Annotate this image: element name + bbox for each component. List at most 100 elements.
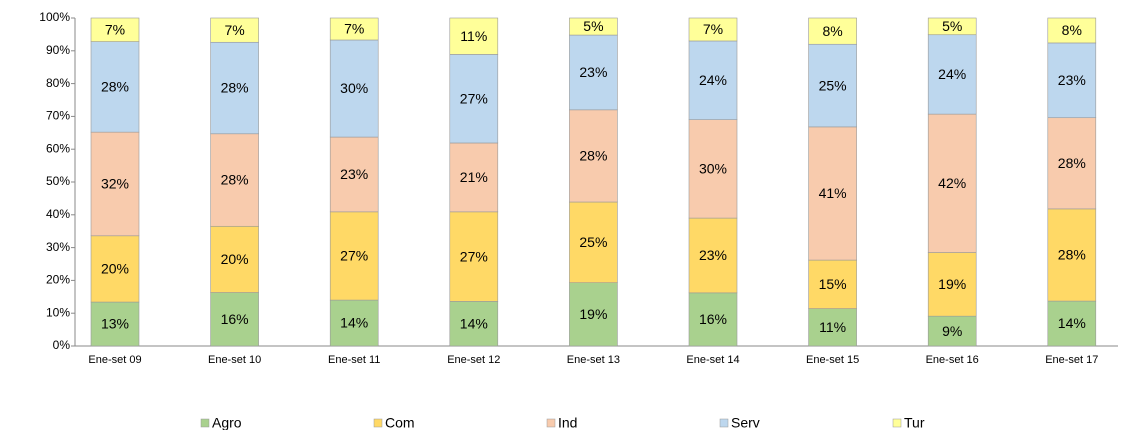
bar-segment [1047,17,1097,44]
legend-label: Serv [731,415,760,430]
bar-segment [688,217,738,294]
data-label: 8% [822,23,842,39]
data-label: 30% [340,80,368,96]
x-tick-label: Ene-set 14 [686,354,739,366]
y-tick-label: 90% [46,43,70,57]
data-label: 23% [1058,72,1086,88]
bar-segment [449,142,499,213]
data-label: 23% [579,64,607,80]
bar-segment [90,17,140,42]
data-label: 28% [101,79,129,95]
bar-segment [569,201,618,283]
data-label: 24% [699,72,727,88]
data-label: 27% [460,90,488,106]
data-label: 19% [938,276,966,292]
data-label: 8% [1062,22,1082,38]
y-tick-label: 70% [46,109,70,123]
data-label: 9% [942,323,962,339]
bar-segment [329,211,379,301]
data-label: 14% [1058,315,1086,331]
bar-segment [927,252,977,317]
data-label: 7% [703,21,723,37]
x-tick-label: Ene-set 17 [1045,354,1098,366]
bar-segment [688,292,738,347]
bar-segment [210,225,259,293]
bar-segment [90,131,140,237]
bar-segment [329,39,379,138]
bar-segment [1047,42,1097,119]
data-label: 14% [460,315,488,331]
data-label: 7% [105,22,125,38]
data-label: 15% [819,276,847,292]
bar-segment [808,259,857,309]
data-label: 28% [221,80,249,96]
x-tick-label: Ene-set 13 [567,354,620,366]
bar-segment [927,17,977,36]
legend-label: Tur [904,415,925,430]
data-label: 11% [460,28,487,44]
bar-segment [688,17,738,42]
data-label: 28% [221,172,249,188]
bar-segment [808,43,857,128]
data-label: 7% [344,21,364,37]
data-label: 28% [1058,155,1086,171]
bar-segment [1047,208,1097,302]
bar-segment [569,17,618,36]
y-tick-label: 100% [39,10,70,24]
x-tick-label: Ene-set 11 [328,354,380,366]
data-label: 25% [819,77,847,93]
data-label: 11% [819,319,846,335]
y-tick-label: 50% [46,174,70,188]
y-tick-label: 30% [46,240,70,254]
data-label: 20% [101,261,129,277]
x-tick-label: Ene-set 16 [926,354,979,366]
y-tick-label: 40% [46,207,70,221]
y-tick-label: 10% [46,305,70,319]
data-label: 5% [583,18,603,34]
y-tick-label: 80% [46,76,70,90]
data-label: 32% [101,176,129,192]
bar-segment [449,301,499,347]
y-tick-label: 60% [46,141,70,155]
data-label: 23% [699,247,727,263]
data-label: 16% [699,311,727,327]
data-label: 13% [101,316,129,332]
bar-segment [449,17,499,55]
bar-segment [808,126,857,261]
x-tick-label: Ene-set 10 [208,354,261,366]
bar-segment [927,34,977,115]
data-label: 16% [221,311,249,327]
y-tick-label: 20% [46,273,70,287]
legend-swatch [200,418,210,428]
data-label: 27% [340,248,368,264]
bar-segment [688,119,738,219]
legend-swatch [373,418,383,428]
bar-segment [688,40,738,120]
legend-swatch [546,418,556,428]
bar-segment [1047,300,1097,347]
bar-segment [90,235,140,303]
x-tick-label: Ene-set 15 [806,354,859,366]
legend-swatch [719,418,729,428]
data-label: 20% [221,251,249,267]
legend-label: Ind [558,415,577,430]
data-label: 30% [699,161,727,177]
bar-segment [329,17,379,41]
bar-segment [569,282,618,347]
bar-segment [569,34,618,111]
bar-segment [90,41,140,133]
bar-segment [1047,117,1097,210]
x-tick-label: Ene-set 09 [88,354,141,366]
data-label: 28% [1058,247,1086,263]
bar-segment [90,301,140,347]
bar-segment [449,54,499,144]
bar-segment [808,17,857,45]
data-label: 42% [938,175,966,191]
bar-segment [210,41,259,135]
data-label: 25% [579,234,607,250]
y-tick-label: 0% [53,338,71,352]
data-label: 14% [340,315,368,331]
legend-label: Com [385,415,415,430]
bar-segment [210,17,259,43]
